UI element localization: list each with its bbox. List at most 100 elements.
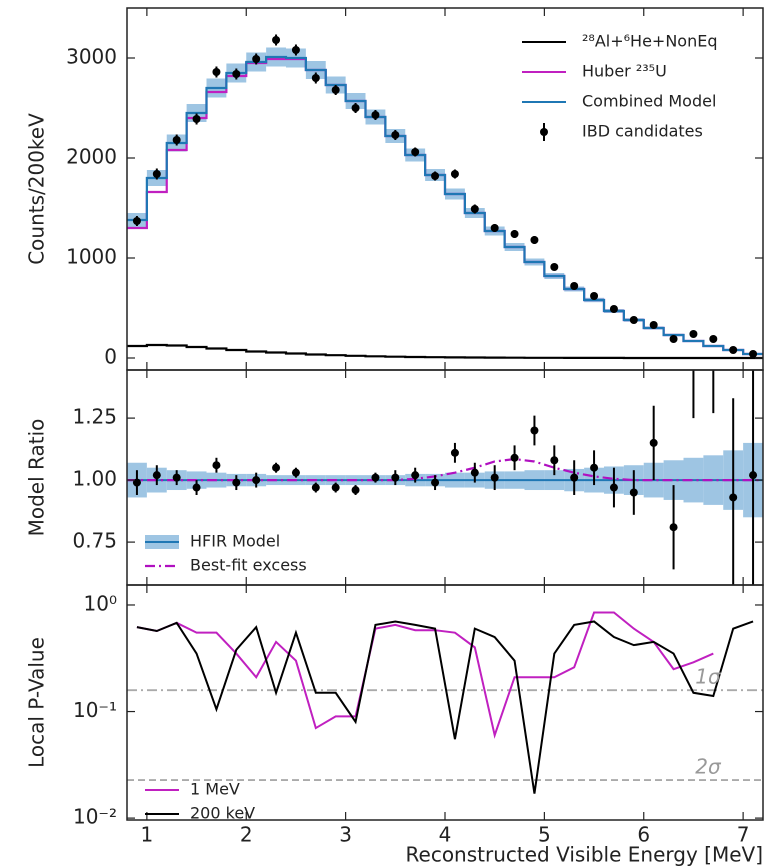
- data-point: [272, 36, 281, 44]
- data-point: [431, 172, 440, 180]
- data-point: [490, 224, 499, 232]
- data-point: [530, 426, 539, 435]
- x-axis-label: Reconstructed Visible Energy [MeV]: [406, 843, 763, 866]
- data-point: [212, 68, 221, 76]
- data-point: [232, 70, 241, 78]
- data-point: [351, 486, 360, 495]
- data-point: [669, 523, 678, 532]
- x-tick-label: 7: [737, 823, 750, 847]
- data-point: [391, 131, 400, 139]
- data-point: [609, 483, 618, 492]
- data-point: [192, 115, 201, 123]
- p-value-line: [136, 611, 714, 739]
- data-point: [709, 335, 718, 343]
- y-axis-label: Counts/200keV: [25, 113, 49, 265]
- data-point: [391, 473, 400, 482]
- reference-label: 2σ: [695, 755, 722, 779]
- data-point: [570, 473, 579, 482]
- data-point: [450, 170, 459, 178]
- data-point: [450, 448, 459, 457]
- x-tick-label: 5: [538, 823, 551, 847]
- data-point: [331, 86, 340, 94]
- data-point: [212, 461, 221, 470]
- plot-area: [127, 34, 763, 360]
- data-point: [510, 453, 519, 462]
- data-point: [311, 483, 320, 492]
- plot-area: [127, 327, 763, 585]
- y-tick-label: 1.00: [72, 467, 117, 491]
- data-point: [152, 471, 161, 480]
- y-axis-label: Model Ratio: [25, 419, 49, 537]
- data-point: [291, 468, 300, 477]
- data-point: [331, 483, 340, 492]
- data-point: [291, 46, 300, 54]
- data-point: [371, 111, 380, 119]
- p-value-line: [136, 620, 754, 794]
- y-tick-label: 3000: [66, 45, 117, 69]
- reference-label: 1σ: [695, 665, 722, 689]
- data-point: [709, 327, 717, 335]
- data-point: [629, 316, 638, 324]
- data-point: [172, 136, 181, 144]
- data-point: [550, 263, 559, 271]
- legend-label: HFIR Model: [190, 532, 280, 551]
- data-point: [252, 476, 261, 485]
- data-point: [490, 473, 499, 482]
- data-point: [570, 282, 579, 290]
- data-point: [510, 230, 519, 238]
- legend-label: 200 keV: [190, 804, 255, 823]
- y-tick-label: 0.75: [72, 529, 117, 553]
- x-tick-label: 3: [339, 823, 352, 847]
- data-point: [132, 217, 141, 225]
- y-tick-label: 0: [104, 345, 117, 369]
- data-point: [411, 471, 420, 480]
- data-point: [470, 205, 479, 213]
- legend-symbol: [540, 128, 548, 136]
- data-point: [689, 330, 698, 338]
- data-point: [550, 456, 559, 465]
- step-line: [127, 343, 763, 360]
- y-tick-label: 10⁻¹: [73, 698, 117, 722]
- data-point: [590, 292, 599, 300]
- data-point: [669, 335, 678, 343]
- panel-frame: [126, 584, 764, 821]
- data-point: [649, 321, 658, 329]
- plot-area: [127, 611, 763, 794]
- data-point: [470, 468, 479, 477]
- legend-label: Combined Model: [582, 92, 716, 111]
- data-point: [749, 350, 758, 358]
- data-point: [729, 493, 738, 502]
- data-point: [272, 463, 281, 472]
- data-point: [232, 478, 241, 487]
- legend-label: IBD candidates: [582, 122, 703, 141]
- data-point: [431, 478, 440, 487]
- data-point: [590, 463, 599, 472]
- x-tick-label: 2: [240, 823, 253, 847]
- y-tick-label: 1.25: [72, 405, 117, 429]
- data-point: [192, 483, 201, 492]
- legend-label: Best-fit excess: [190, 556, 307, 575]
- y-tick-label: 10⁻²: [73, 805, 117, 829]
- legend-label: 1 MeV: [190, 780, 240, 799]
- data-point: [172, 473, 181, 482]
- legend-label: ²⁸Al+⁶He+NonEq: [582, 32, 717, 51]
- y-tick-label: 1000: [66, 245, 117, 269]
- data-point: [629, 488, 638, 497]
- data-point: [729, 346, 738, 354]
- data-point: [411, 148, 420, 156]
- legend-label: Huber ²³⁵U: [582, 62, 667, 81]
- data-point: [530, 236, 539, 244]
- data-point: [649, 438, 658, 447]
- data-point: [749, 471, 758, 480]
- y-axis-label: Local P-Value: [25, 637, 49, 768]
- data-point: [152, 170, 161, 178]
- y-tick-label: 2000: [66, 145, 117, 169]
- data-point: [311, 74, 320, 82]
- x-tick-label: 4: [439, 823, 452, 847]
- data-point: [371, 473, 380, 482]
- data-point: [351, 104, 360, 112]
- x-tick-label: 1: [141, 823, 154, 847]
- y-tick-label: 10⁰: [84, 591, 117, 615]
- data-point: [609, 305, 618, 313]
